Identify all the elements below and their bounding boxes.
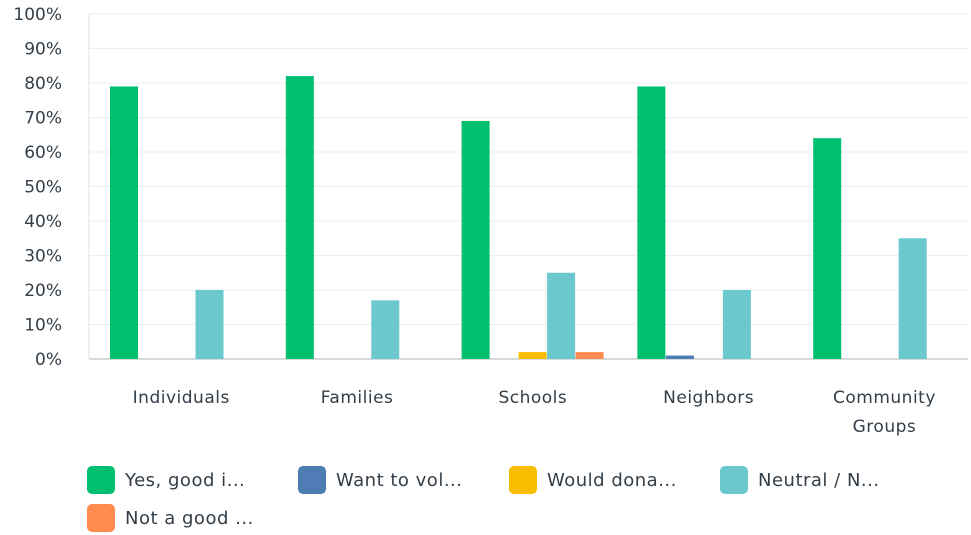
bar[interactable] xyxy=(285,76,314,359)
y-tick-label: 40% xyxy=(24,212,62,232)
legend-label: Would dona... xyxy=(547,469,677,491)
y-tick-label: 30% xyxy=(24,247,62,267)
x-category-label: Families xyxy=(321,388,394,408)
x-category-label: Community Groups xyxy=(833,388,936,437)
legend-swatch xyxy=(298,466,326,494)
y-tick-label: 10% xyxy=(24,316,62,336)
legend-item[interactable]: Would dona... xyxy=(509,465,677,495)
bar[interactable] xyxy=(518,352,547,359)
y-tick-label: 80% xyxy=(24,74,62,94)
x-axis-category-labels: Individuals Families Schools Neighbors Commu… xyxy=(133,388,936,437)
y-tick-label: 0% xyxy=(35,350,62,370)
y-tick-label: 60% xyxy=(24,143,62,163)
legend-label: Want to vol... xyxy=(336,469,463,491)
legend-label: Yes, good i... xyxy=(125,469,246,491)
bar[interactable] xyxy=(110,86,138,359)
bar[interactable] xyxy=(547,272,576,359)
bar[interactable] xyxy=(575,352,604,359)
x-category-label: Schools xyxy=(498,388,567,408)
y-axis-tick-labels: 0% 10% 20% 30% 40% 50% 60% 70% 80% 90% 100% xyxy=(13,5,62,370)
bar[interactable] xyxy=(637,86,666,359)
legend-item[interactable]: Want to vol... xyxy=(298,465,463,495)
bar[interactable] xyxy=(195,290,224,359)
bar[interactable] xyxy=(813,138,842,359)
legend-item[interactable]: Yes, good i... xyxy=(87,465,245,495)
legend-label: Not a good ... xyxy=(125,507,254,529)
y-tick-label: 50% xyxy=(24,178,62,198)
legend-swatch xyxy=(720,466,748,494)
x-category-label: Neighbors xyxy=(663,388,754,408)
x-category-label: Individuals xyxy=(133,388,230,408)
legend-swatch xyxy=(509,466,537,494)
legend-item[interactable]: Neutral / N... xyxy=(720,465,880,495)
y-tick-label: 90% xyxy=(24,40,62,60)
bar[interactable] xyxy=(665,355,694,359)
bar[interactable] xyxy=(371,300,400,359)
bar[interactable] xyxy=(722,290,751,359)
legend-swatch xyxy=(87,504,115,532)
bars xyxy=(110,76,927,359)
legend-item[interactable]: Not a good ... xyxy=(87,503,254,533)
bar[interactable] xyxy=(461,120,490,359)
bar[interactable] xyxy=(898,238,927,359)
y-tick-label: 20% xyxy=(24,281,62,301)
y-tick-label: 70% xyxy=(24,109,62,129)
bar-chart: 0% 10% 20% 30% 40% 50% 60% 70% 80% 90% 100% Indivi… xyxy=(13,5,968,437)
gridlines xyxy=(88,13,968,360)
legend-swatch xyxy=(87,466,115,494)
legend-label: Neutral / N... xyxy=(758,469,880,491)
y-tick-label: 100% xyxy=(13,5,62,25)
